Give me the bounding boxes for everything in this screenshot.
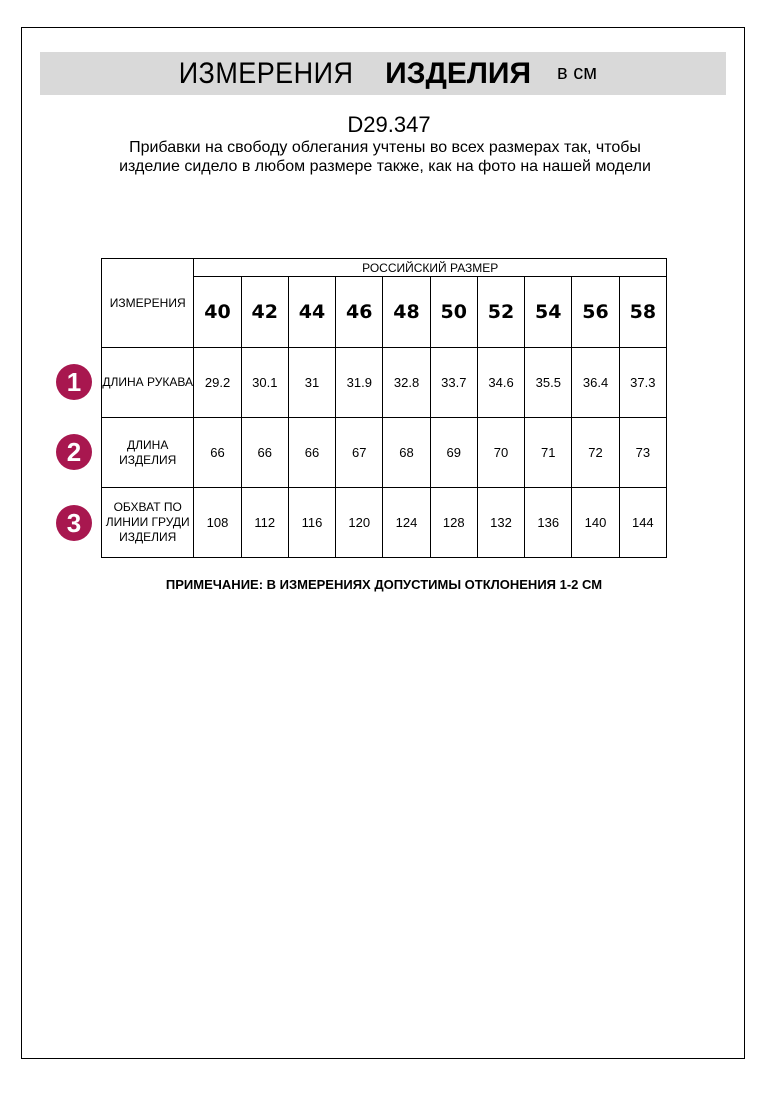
value-cell: 124: [382, 487, 431, 558]
value-cell: 144: [618, 487, 668, 558]
page-frame: [21, 27, 745, 1059]
value-cell: 66: [240, 417, 289, 488]
size-header: 40: [193, 276, 242, 348]
row-label: ДЛИНА ИЗДЕЛИЯ: [100, 417, 195, 488]
row-label: ДЛИНА РУКАВА: [100, 347, 195, 418]
size-header: 52: [476, 276, 526, 348]
value-cell: 71: [524, 417, 573, 488]
size-header: 42: [240, 276, 289, 348]
corner-label: ИЗМЕРЕНИЯ: [100, 258, 195, 348]
value-cell: 34.6: [476, 347, 526, 418]
value-cell: 72: [571, 417, 620, 488]
value-cell: 112: [240, 487, 289, 558]
value-cell: 31: [287, 347, 337, 418]
description: Прибавки на свободу облегания учтены во …: [119, 139, 651, 175]
value-cell: 108: [193, 487, 242, 558]
value-cell: 70: [476, 417, 526, 488]
value-cell: 29.2: [193, 347, 242, 418]
size-header: 48: [382, 276, 431, 348]
value-cell: 68: [382, 417, 431, 488]
table-row: ДЛИНА РУКАВА 29.2 30.1 31 31.9 32.8 33.7 34.6 35…: [100, 347, 668, 418]
value-cell: 33.7: [429, 347, 478, 418]
value-cell: 66: [287, 417, 337, 488]
size-header: 46: [335, 276, 384, 348]
row-label: ОБХВАТ ПО ЛИНИИ ГРУДИ ИЗДЕЛИЯ: [100, 487, 195, 558]
size-header: 54: [524, 276, 573, 348]
table-row: ОБХВАТ ПО ЛИНИИ ГРУДИ ИЗДЕЛИЯ 108 112 116 12…: [100, 487, 668, 558]
title-band: ИЗМЕРЕНИЯ ИЗДЕЛИЯ в см: [40, 52, 726, 95]
size-header: 44: [287, 276, 337, 348]
value-cell: 120: [335, 487, 384, 558]
value-cell: 67: [335, 417, 384, 488]
size-header: 58: [618, 276, 668, 348]
value-cell: 37.3: [618, 347, 668, 418]
value-cell: 128: [429, 487, 478, 558]
note: ПРИМЕЧАНИЕ: В ИЗМЕРЕНИЯХ ДОПУСТИМЫ ОТКЛО…: [165, 577, 603, 592]
size-header: 56: [571, 276, 620, 348]
value-cell: 136: [524, 487, 573, 558]
value-cell: 73: [618, 417, 668, 488]
row-number-badge: 1: [56, 364, 92, 400]
size-header: 50: [429, 276, 478, 348]
row-number-badge: 3: [56, 505, 92, 541]
measurements-table: ИЗМЕРЕНИЯ РОССИЙСКИЙ РАЗМЕР 40 42 44 46 48 50 52…: [100, 258, 668, 558]
title-unit: в см: [557, 62, 597, 84]
value-cell: 116: [287, 487, 337, 558]
value-cell: 140: [571, 487, 620, 558]
title-regular: ИЗМЕРЕНИЯ: [178, 56, 354, 90]
value-cell: 32.8: [382, 347, 431, 418]
value-cell: 36.4: [571, 347, 620, 418]
value-cell: 132: [476, 487, 526, 558]
value-cell: 69: [429, 417, 478, 488]
value-cell: 30.1: [240, 347, 289, 418]
table-row: ДЛИНА ИЗДЕЛИЯ 66 66 66 67 68 69 70 71 72 73: [100, 417, 668, 488]
value-cell: 66: [193, 417, 242, 488]
value-cell: 35.5: [524, 347, 573, 418]
row-number-badge: 2: [56, 434, 92, 470]
title-bold: ИЗДЕЛИЯ: [385, 56, 532, 90]
value-cell: 31.9: [335, 347, 384, 418]
product-code: D29.347: [347, 112, 431, 137]
group-label: РОССИЙСКИЙ РАЗМЕР: [193, 258, 667, 277]
